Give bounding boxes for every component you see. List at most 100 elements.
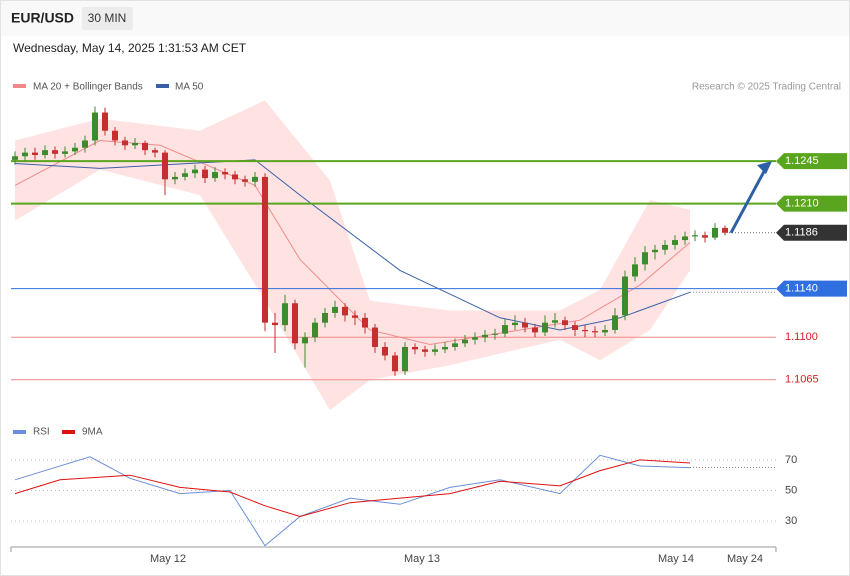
candle-body xyxy=(162,152,168,180)
candle-body xyxy=(582,329,588,332)
candle-body xyxy=(422,349,428,352)
level-label-box xyxy=(776,280,847,297)
x-tick-label: May 14 xyxy=(658,553,694,565)
bollinger-band xyxy=(15,100,690,411)
candle-body xyxy=(412,346,418,350)
candle-body xyxy=(262,176,268,323)
candle-body xyxy=(182,173,188,177)
legend-swatch xyxy=(62,430,75,434)
level-label: 1.1210 xyxy=(785,198,819,210)
candle-body xyxy=(292,303,298,344)
candle-body xyxy=(242,179,248,182)
rsi-line xyxy=(14,454,691,547)
candle-body xyxy=(342,306,348,316)
candle-body xyxy=(432,349,438,352)
candle-body xyxy=(712,227,718,238)
level-label: 1.1065 xyxy=(785,374,819,386)
x-tick-label: May 12 xyxy=(150,553,186,565)
candle-body xyxy=(122,140,128,146)
candle-body xyxy=(192,169,198,174)
candle-body xyxy=(272,322,278,326)
candle-body xyxy=(112,130,118,141)
candle-body xyxy=(522,322,528,328)
candle-body xyxy=(282,303,288,326)
candle-body xyxy=(592,331,598,333)
rsi-line xyxy=(14,459,691,518)
level-label-box xyxy=(776,153,847,170)
level-label: 1.1186 xyxy=(785,227,818,239)
candle-body xyxy=(612,315,618,330)
target-arrowhead xyxy=(757,161,772,175)
candle-body xyxy=(682,236,688,241)
legend-swatch xyxy=(13,430,26,434)
header-bar xyxy=(1,1,849,36)
candle-body xyxy=(462,339,468,344)
candle-body xyxy=(392,355,398,372)
candle-body xyxy=(82,140,88,148)
candle-body xyxy=(32,152,38,156)
legend-label: MA 50 xyxy=(175,82,204,93)
candle-body xyxy=(692,235,698,237)
legend-label: 9MA xyxy=(82,427,103,438)
timeframe[interactable]: 30 MIN xyxy=(88,11,127,25)
candle-body xyxy=(572,325,578,330)
legend-label: RSI xyxy=(33,427,50,438)
candle-body xyxy=(212,172,218,179)
y-tick-label: 70 xyxy=(785,454,797,466)
y-tick-label: 50 xyxy=(785,484,797,496)
level-label: 1.1140 xyxy=(785,283,818,295)
candle-body xyxy=(622,276,628,316)
candle-body xyxy=(92,112,98,141)
candle-body xyxy=(232,174,238,180)
candle-body xyxy=(302,337,308,344)
candle-body xyxy=(642,252,648,265)
candle-body xyxy=(142,142,148,151)
legend-swatch xyxy=(156,84,169,88)
candle-body xyxy=(152,150,158,153)
level-label-box xyxy=(776,224,847,241)
candle-body xyxy=(602,329,608,333)
candle-body xyxy=(362,317,368,328)
candle-body xyxy=(632,264,638,277)
candle-body xyxy=(702,235,708,238)
candle-body xyxy=(382,346,388,356)
candle-body xyxy=(562,320,568,326)
candle-body xyxy=(312,322,318,338)
candle-body xyxy=(652,249,658,253)
candle-body xyxy=(472,337,478,340)
legend-swatch xyxy=(13,84,26,88)
candle-body xyxy=(672,240,678,245)
candle-body xyxy=(172,176,178,180)
legend-label: MA 20 + Bollinger Bands xyxy=(33,82,143,93)
target-arrow xyxy=(729,163,770,234)
timeframe-box[interactable] xyxy=(82,7,133,30)
candle-body xyxy=(442,346,448,350)
candle-body xyxy=(482,334,488,338)
candle-body xyxy=(102,112,108,131)
subtitle: Wednesday, May 14, 2025 1:31:53 AM CET xyxy=(13,41,247,55)
level-label-box xyxy=(776,195,847,212)
candle-body xyxy=(372,327,378,347)
candle-body xyxy=(252,176,258,182)
candle-body xyxy=(492,333,498,335)
candle-body xyxy=(662,244,668,250)
candle-body xyxy=(12,156,18,160)
x-tick-label: May 13 xyxy=(404,553,440,565)
candle-body xyxy=(222,172,228,175)
candle-body xyxy=(722,227,728,233)
candle-body xyxy=(72,147,78,152)
candle-body xyxy=(62,151,68,154)
candle-body xyxy=(332,306,338,313)
candle-body xyxy=(322,312,328,323)
level-label: 1.1100 xyxy=(785,331,818,343)
x-tick-label: May 24 xyxy=(727,553,763,565)
credit: Research © 2025 Trading Central xyxy=(692,82,841,93)
candle-body xyxy=(22,152,28,157)
candle-body xyxy=(542,322,548,333)
level-label: 1.1245 xyxy=(785,155,819,167)
candle-body xyxy=(202,169,208,179)
ma50-line xyxy=(14,159,691,331)
